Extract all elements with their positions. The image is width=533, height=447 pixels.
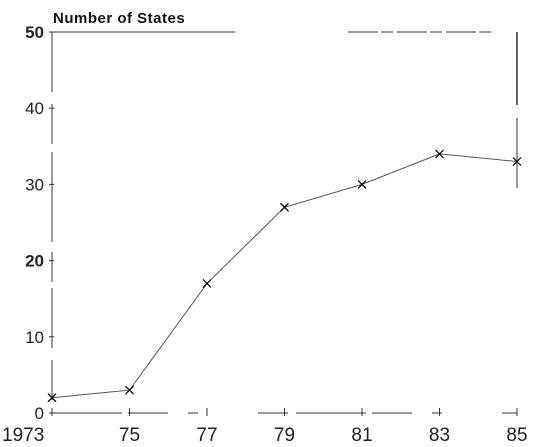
x-tick-label: 77 — [196, 425, 217, 446]
x-tick-label: 75 — [119, 425, 140, 446]
marker-stroke — [280, 202, 289, 212]
series-group — [47, 149, 522, 403]
y-axis-ticks: 0 10 20 30 40 50 — [25, 23, 54, 423]
marker-stroke — [125, 385, 134, 395]
marker-stroke — [435, 149, 444, 159]
x-tick-label: 79 — [274, 425, 295, 446]
data-point-marker — [47, 393, 57, 403]
y-tick-label: 10 — [25, 328, 44, 347]
x-tick-label: 1973 — [2, 425, 44, 446]
series-line — [51, 153, 518, 399]
y-tick-label: 0 — [35, 404, 44, 423]
x-tick-label: 85 — [506, 425, 527, 446]
y-tick-label: 20 — [25, 252, 44, 271]
x-tick-label: 83 — [429, 425, 450, 446]
data-point-marker — [280, 202, 289, 212]
data-point-marker — [357, 179, 367, 189]
data-point-marker — [512, 157, 522, 166]
x-tick-label: 81 — [351, 425, 372, 446]
data-point-marker — [202, 279, 212, 288]
marker-stroke — [47, 393, 57, 403]
x-axis-ticks: 1973 75 77 79 81 83 85 — [2, 408, 528, 446]
y-tick-label: 30 — [25, 175, 44, 194]
marker-stroke — [357, 179, 367, 189]
y-tick-label: 40 — [25, 99, 44, 118]
y-tick-label: 50 — [25, 23, 44, 42]
marker-stroke — [202, 279, 212, 288]
y-axis-title: Number of States — [53, 10, 186, 27]
data-point-marker — [435, 149, 444, 159]
data-point-marker — [125, 385, 134, 395]
marker-stroke — [512, 157, 522, 166]
plot-frame — [51, 31, 518, 414]
